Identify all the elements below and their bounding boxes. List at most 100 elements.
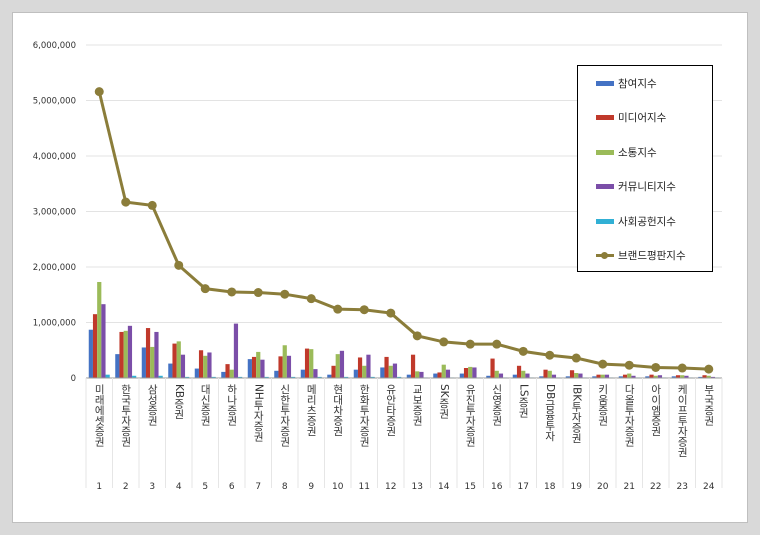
bar-2-20 bbox=[596, 374, 601, 378]
bar-5-9 bbox=[317, 376, 322, 378]
line-point-10 bbox=[333, 304, 343, 314]
bar-3-23 bbox=[680, 375, 685, 378]
bar-3-24 bbox=[706, 375, 711, 378]
bar-1-12 bbox=[380, 367, 385, 378]
legend-label: 사회공헌지수 bbox=[618, 215, 676, 228]
rank-label: 13 bbox=[412, 482, 423, 492]
bar-2-17 bbox=[516, 365, 522, 378]
y-tick-label: 3,000,000 bbox=[33, 208, 76, 218]
bar-2-19 bbox=[569, 370, 575, 378]
bar-2-7 bbox=[251, 356, 257, 378]
bar-1-18 bbox=[539, 376, 544, 378]
bar-1-3 bbox=[141, 347, 146, 378]
bar-3-21 bbox=[627, 373, 632, 378]
legend-item: 커뮤니티지수 bbox=[596, 180, 676, 194]
rank-label: 24 bbox=[703, 482, 715, 492]
line-point-14 bbox=[439, 337, 449, 347]
bar-4-5 bbox=[207, 352, 212, 378]
bar-5-3 bbox=[158, 375, 163, 378]
bar-5-12 bbox=[397, 376, 402, 378]
bar-2-16 bbox=[490, 358, 495, 378]
x-tick-label: 부국증권 bbox=[703, 384, 715, 426]
y-tick-label: 2,000,000 bbox=[33, 263, 76, 273]
rank-label: 15 bbox=[465, 482, 476, 492]
rank-label: 4 bbox=[176, 482, 182, 492]
bar-1-6 bbox=[221, 371, 226, 378]
bar-3-20 bbox=[600, 374, 605, 378]
bar-4-3 bbox=[154, 331, 159, 378]
line-point-24 bbox=[704, 364, 714, 374]
x-tick-label: 한국투자증권 bbox=[120, 384, 132, 447]
bar-1-15 bbox=[459, 373, 464, 378]
bar-4-16 bbox=[498, 373, 504, 378]
bar-1-10 bbox=[327, 374, 332, 378]
bar-3-15 bbox=[468, 366, 473, 378]
rank-label: 14 bbox=[438, 482, 450, 492]
bar-4-22 bbox=[657, 375, 663, 378]
bar-3-10 bbox=[335, 354, 340, 378]
line-point-1 bbox=[94, 87, 104, 97]
bar-2-13 bbox=[410, 354, 416, 378]
bar-3-19 bbox=[574, 373, 579, 378]
bar-3-12 bbox=[388, 365, 393, 378]
bar-1-21 bbox=[618, 376, 623, 378]
bar-4-8 bbox=[286, 355, 292, 378]
bar-2-12 bbox=[384, 356, 389, 378]
bar-2-24 bbox=[702, 375, 707, 378]
x-tick-label: 다올투자증권 bbox=[623, 384, 635, 447]
bar-4-12 bbox=[392, 363, 398, 378]
rank-label: 18 bbox=[544, 482, 556, 492]
bar-3-13 bbox=[415, 371, 420, 378]
line-point-9 bbox=[306, 294, 316, 304]
legend: 참여지수 미디어지수 소통지수 커뮤니티지수 사회공헌지수 브랜드평판지수 bbox=[577, 65, 713, 272]
bar-2-11 bbox=[357, 357, 363, 378]
legend-swatch bbox=[596, 252, 614, 259]
bar-3-18 bbox=[547, 370, 552, 378]
bar-4-7 bbox=[260, 359, 265, 378]
rank-label: 10 bbox=[332, 482, 344, 492]
bar-5-11 bbox=[370, 376, 375, 378]
line-point-8 bbox=[280, 289, 290, 299]
bar-1-13 bbox=[406, 374, 411, 378]
bar-4-24 bbox=[710, 376, 716, 378]
bar-4-15 bbox=[472, 367, 477, 378]
bar-3-6 bbox=[229, 369, 234, 378]
bar-5-10 bbox=[344, 376, 349, 378]
y-tick-label: 4,000,000 bbox=[33, 152, 76, 162]
bar-1-5 bbox=[194, 368, 199, 378]
bar-3-22 bbox=[653, 375, 658, 378]
x-tick-label: 신한투자증권 bbox=[279, 384, 291, 447]
x-tick-label: 교보증권 bbox=[411, 384, 423, 426]
bar-2-14 bbox=[437, 372, 442, 378]
x-tick-label: 신영증권 bbox=[491, 384, 503, 426]
bar-4-1 bbox=[101, 304, 106, 378]
line-point-12 bbox=[386, 308, 396, 318]
y-tick-label: 5,000,000 bbox=[33, 97, 76, 107]
legend-swatch bbox=[596, 218, 614, 224]
bar-1-17 bbox=[512, 374, 517, 378]
bar-1-9 bbox=[300, 369, 305, 378]
line-point-7 bbox=[253, 288, 263, 298]
y-tick-label: 6,000,000 bbox=[33, 41, 76, 51]
rank-label: 11 bbox=[359, 482, 370, 492]
line-point-23 bbox=[677, 363, 687, 373]
legend-label: 소통지수 bbox=[618, 146, 657, 159]
x-tick-label: 한화투자증권 bbox=[358, 384, 370, 447]
bar-2-22 bbox=[649, 374, 654, 378]
line-point-21 bbox=[624, 360, 634, 370]
bar-2-4 bbox=[172, 343, 177, 378]
bar-2-8 bbox=[278, 356, 283, 378]
bar-1-23 bbox=[671, 376, 676, 378]
bar-4-9 bbox=[313, 369, 318, 378]
line-point-3 bbox=[147, 200, 157, 210]
bar-4-21 bbox=[631, 375, 636, 378]
bar-1-14 bbox=[433, 373, 438, 378]
bar-1-24 bbox=[698, 376, 703, 378]
x-tick-label: 현대차증권 bbox=[332, 384, 344, 437]
y-axis: 0 1,000,000 2,000,000 3,000,000 4,000,000 5,0… bbox=[33, 41, 76, 384]
rank-label: 9 bbox=[308, 482, 314, 492]
bar-series bbox=[88, 281, 720, 378]
bar-2-23 bbox=[675, 375, 681, 378]
line-point-13 bbox=[412, 331, 422, 341]
rank-label: 7 bbox=[255, 482, 261, 492]
